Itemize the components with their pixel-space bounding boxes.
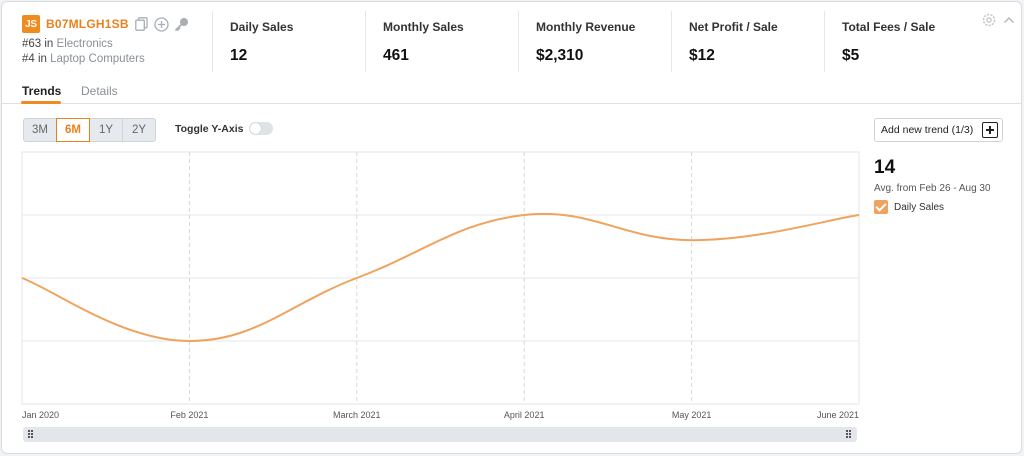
stat-daily-sales: Daily Sales 12 [212, 11, 365, 72]
checkbox-checked-icon[interactable] [874, 200, 888, 214]
stat-monthly-sales: Monthly Sales 461 [365, 11, 518, 72]
header-actions [982, 13, 1016, 32]
x-tick-label: Feb 2021 [170, 410, 208, 420]
stat-label: Net Profit / Sale [689, 20, 778, 34]
trend-chart[interactable]: Jan 2020 Feb 2021 March 2021 April 2021 May … [2, 147, 872, 427]
range-2y-button[interactable]: 2Y [122, 118, 156, 142]
legend-daily-sales[interactable]: Daily Sales [874, 200, 944, 214]
switch-knob [250, 123, 262, 134]
stat-total-fees: Total Fees / Sale $5 [824, 11, 974, 72]
stat-value: $5 [842, 47, 860, 64]
x-tick-label: March 2021 [333, 410, 381, 420]
x-tick-label: June 2021 [817, 410, 859, 420]
toggle-y-axis: Toggle Y-Axis [175, 122, 274, 135]
stat-net-profit: Net Profit / Sale $12 [671, 11, 824, 72]
stat-label: Monthly Sales [383, 20, 464, 34]
rank-category-link[interactable]: Laptop Computers [50, 53, 145, 65]
right-drag-handle-icon[interactable] [846, 430, 852, 439]
average-label: Avg. from Feb 26 - Aug 30 [874, 183, 991, 194]
chevron-up-icon[interactable] [1002, 13, 1016, 32]
range-6m-button[interactable]: 6M [56, 118, 90, 142]
toggle-y-axis-label: Toggle Y-Axis [175, 122, 244, 135]
add-trend-label: Add new trend (1/3) [881, 124, 974, 136]
brand-logo: JS [22, 15, 40, 33]
plus-square-icon [982, 122, 998, 138]
stat-value: $12 [689, 47, 715, 64]
copy-icon[interactable] [134, 17, 149, 32]
chart-range-scrollbar[interactable] [23, 427, 857, 442]
rank-category-link[interactable]: Electronics [56, 38, 113, 50]
active-tab-indicator [21, 101, 61, 104]
average-value: 14 [874, 157, 896, 178]
key-icon[interactable] [174, 17, 189, 32]
add-trend-button[interactable]: Add new trend (1/3) [874, 118, 1003, 142]
rank-electronics: #63 in Electronics [22, 38, 113, 50]
range-3m-button[interactable]: 3M [23, 118, 57, 142]
tab-details[interactable]: Details [81, 84, 118, 98]
stat-label: Monthly Revenue [536, 20, 636, 34]
legend-label: Daily Sales [894, 201, 945, 213]
stat-value: 461 [383, 47, 409, 64]
tab-bar: Trends Details [2, 80, 1021, 104]
rank-laptops: #4 in Laptop Computers [22, 53, 145, 65]
x-tick-label: Jan 2020 [22, 410, 59, 420]
settings-icon[interactable] [982, 13, 996, 32]
stat-monthly-revenue: Monthly Revenue $2,310 [518, 11, 671, 72]
range-1y-button[interactable]: 1Y [89, 118, 123, 142]
stat-label: Total Fees / Sale [842, 20, 936, 34]
product-info: JS B07MLGH1SB #63 in Electronics #4 in L… [22, 15, 212, 65]
x-tick-label: May 2021 [672, 410, 712, 420]
tab-trends[interactable]: Trends [22, 84, 62, 98]
asin-link[interactable]: B07MLGH1SB [46, 17, 129, 31]
stat-value: 12 [230, 47, 248, 64]
toggle-y-axis-switch[interactable] [249, 122, 274, 135]
series-line-daily-sales [21, 212, 860, 343]
range-selector: 3M 6M 1Y 2Y [23, 118, 156, 142]
add-circle-icon[interactable] [154, 16, 169, 32]
left-drag-handle-icon[interactable] [28, 430, 34, 439]
stat-label: Daily Sales [230, 20, 294, 34]
x-tick-label: April 2021 [504, 410, 545, 420]
stat-value: $2,310 [536, 47, 584, 64]
